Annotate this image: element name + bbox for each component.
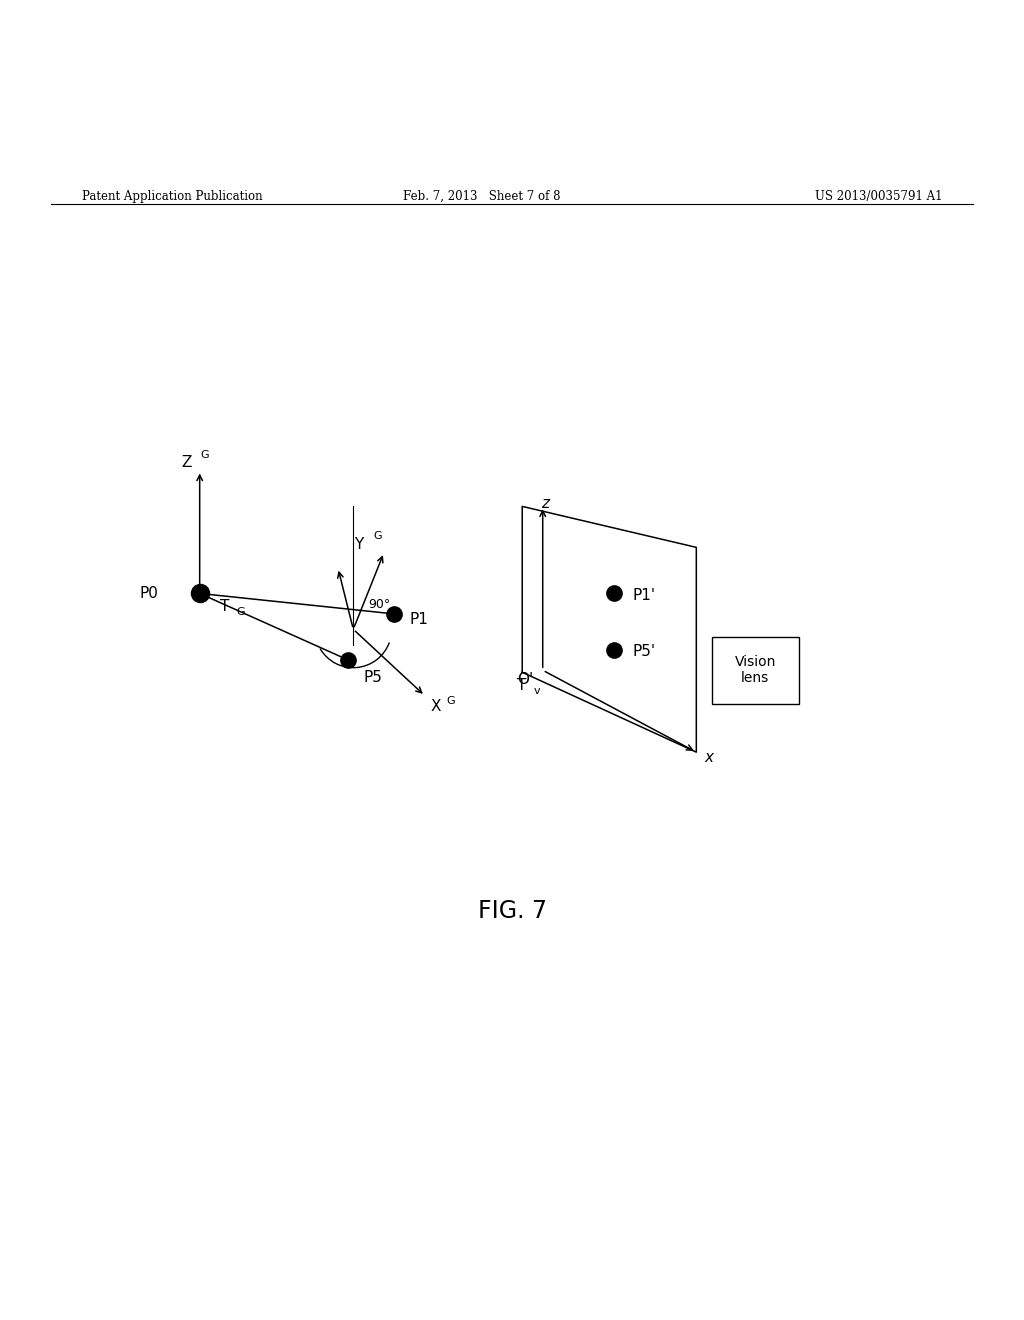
Text: G: G [446,696,455,706]
Text: P1: P1 [410,611,428,627]
Text: P0: P0 [140,586,159,601]
Text: FIG. 7: FIG. 7 [477,899,547,923]
Text: Patent Application Publication: Patent Application Publication [82,190,262,203]
Text: T: T [220,599,229,614]
Text: X: X [430,698,440,714]
Text: v: v [534,686,540,696]
Text: Vision
lens: Vision lens [734,655,776,685]
Text: P5': P5' [633,644,656,659]
Text: P5: P5 [364,671,382,685]
Text: G: G [374,531,382,541]
Text: T: T [517,677,526,693]
Text: Y: Y [353,537,364,552]
Text: 90°: 90° [369,598,391,611]
Text: P1': P1' [633,587,656,603]
Text: Feb. 7, 2013   Sheet 7 of 8: Feb. 7, 2013 Sheet 7 of 8 [402,190,560,203]
Text: x: x [705,750,714,764]
Text: O': O' [517,672,534,688]
Text: G: G [201,450,209,461]
Text: G: G [237,607,245,616]
Bar [712,638,799,704]
Text: z: z [541,496,549,511]
Text: Z: Z [181,455,191,470]
Text: US 2013/0035791 A1: US 2013/0035791 A1 [814,190,942,203]
